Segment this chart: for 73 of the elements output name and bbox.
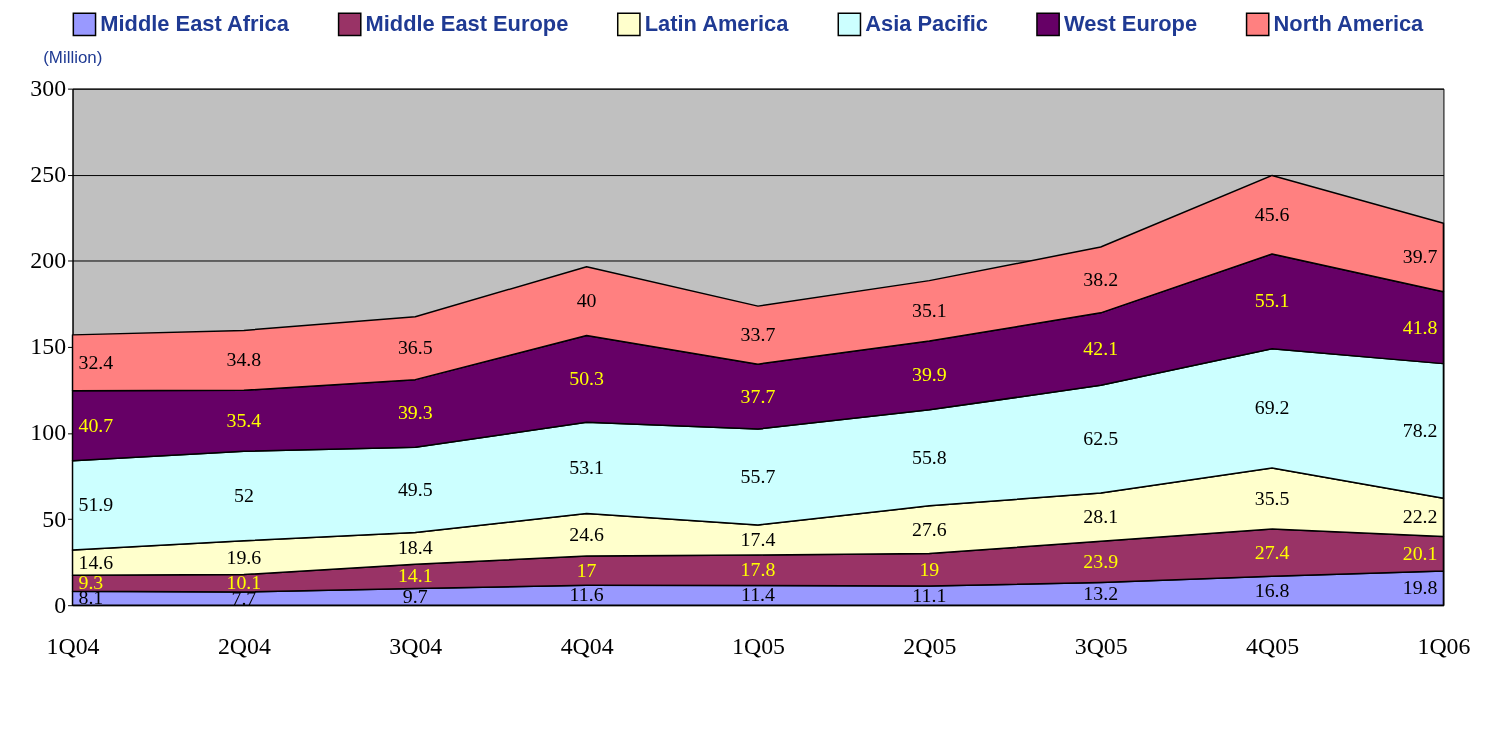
data-label: 52 — [233, 484, 254, 506]
data-label: 38.2 — [1083, 267, 1119, 290]
data-label: 69.2 — [1254, 396, 1290, 419]
data-label: 16.8 — [1254, 578, 1290, 601]
data-label: 27.6 — [911, 517, 947, 540]
data-label: 34.8 — [226, 348, 262, 371]
data-label: 28.1 — [1083, 505, 1119, 528]
data-label: 13.2 — [1083, 581, 1119, 604]
data-label: 51.9 — [78, 493, 114, 516]
data-label: 35.1 — [911, 298, 947, 321]
x-tick-label: 3Q05 — [1074, 633, 1128, 660]
data-label: 27.4 — [1254, 540, 1290, 563]
x-tick-label: 4Q05 — [1246, 633, 1300, 660]
data-label: 17.4 — [740, 527, 776, 550]
x-tick-label: 2Q05 — [903, 633, 957, 660]
data-label: 39.7 — [1402, 245, 1438, 268]
data-label: 55.8 — [911, 445, 947, 468]
data-label: 20.1 — [1402, 541, 1438, 564]
x-tick-label: 2Q04 — [217, 633, 271, 660]
x-tick-label: 3Q04 — [389, 633, 443, 660]
data-label: 36.5 — [397, 336, 433, 359]
data-label: 18.4 — [397, 536, 433, 559]
data-label: 11.1 — [912, 583, 947, 606]
data-label: 49.5 — [397, 477, 433, 500]
data-label: 35.5 — [1254, 486, 1290, 509]
data-label: 11.6 — [569, 583, 604, 606]
data-label: 22.2 — [1402, 505, 1438, 528]
y-tick-label: 200 — [30, 247, 67, 274]
legend-label: North America — [1273, 11, 1425, 37]
data-label: 9.7 — [402, 584, 428, 607]
data-label: 23.9 — [1083, 549, 1119, 572]
data-label: 24.6 — [569, 522, 605, 545]
data-label: 62.5 — [1083, 427, 1119, 450]
data-label: 17.8 — [740, 558, 776, 581]
data-label: 78.2 — [1402, 418, 1438, 441]
y-tick-label: 100 — [30, 419, 67, 446]
data-label: 55.7 — [740, 464, 776, 487]
data-label: 19.6 — [226, 545, 262, 568]
data-label: 40.7 — [78, 413, 114, 436]
data-label: 37.7 — [740, 384, 776, 407]
data-label: 45.6 — [1254, 202, 1290, 225]
data-label: 32.4 — [78, 350, 114, 373]
data-label: 40 — [576, 289, 597, 312]
data-label: 53.1 — [569, 455, 604, 478]
data-label: 14.6 — [78, 550, 114, 573]
y-tick-label: 50 — [42, 505, 67, 532]
data-label: 42.1 — [1083, 337, 1119, 360]
data-label: 39.3 — [397, 401, 433, 424]
data-label: 39.9 — [911, 363, 947, 386]
legend-label: West Europe — [1063, 11, 1198, 37]
data-label: 35.4 — [226, 408, 262, 431]
y-tick-label: 300 — [30, 75, 67, 102]
data-label: 19.8 — [1402, 576, 1438, 599]
x-tick-label: 1Q05 — [732, 633, 785, 660]
legend-label: Middle East Europe — [365, 11, 569, 37]
y-tick-label: 150 — [30, 333, 67, 360]
data-label: 33.7 — [740, 323, 776, 346]
y-tick-label: 250 — [30, 161, 67, 188]
legend-label: Latin America — [644, 11, 790, 37]
data-label: 19 — [919, 557, 940, 580]
data-label: 50.3 — [569, 366, 605, 389]
legend-label: Middle East Africa — [100, 11, 290, 37]
x-tick-label: 1Q06 — [1417, 633, 1471, 660]
data-label: 17 — [576, 558, 597, 581]
x-tick-label: 4Q04 — [560, 633, 614, 660]
y-tick-label: 0 — [54, 591, 67, 618]
legend-label: Asia Pacific — [865, 11, 988, 37]
y-axis-title: (Million) — [43, 48, 103, 68]
x-tick-label: 1Q04 — [46, 633, 100, 660]
data-label: 55.1 — [1254, 289, 1290, 312]
data-label: 11.4 — [740, 583, 776, 606]
data-label: 14.1 — [397, 564, 433, 587]
data-label: 41.8 — [1402, 315, 1438, 338]
